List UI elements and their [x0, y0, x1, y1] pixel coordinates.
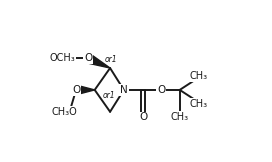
- Text: N: N: [120, 85, 128, 95]
- Text: O: O: [84, 53, 92, 63]
- Text: or1: or1: [103, 91, 115, 100]
- Text: CH₃O: CH₃O: [52, 107, 78, 117]
- Text: O: O: [72, 85, 80, 95]
- Text: OCH₃: OCH₃: [50, 53, 75, 63]
- Text: CH₃: CH₃: [189, 99, 208, 109]
- Text: CH₃: CH₃: [189, 71, 208, 81]
- Text: or1: or1: [104, 55, 117, 64]
- Polygon shape: [86, 54, 110, 68]
- Text: CH₃: CH₃: [171, 112, 189, 122]
- Text: O: O: [157, 85, 165, 95]
- Text: O: O: [139, 112, 147, 122]
- Polygon shape: [76, 85, 95, 95]
